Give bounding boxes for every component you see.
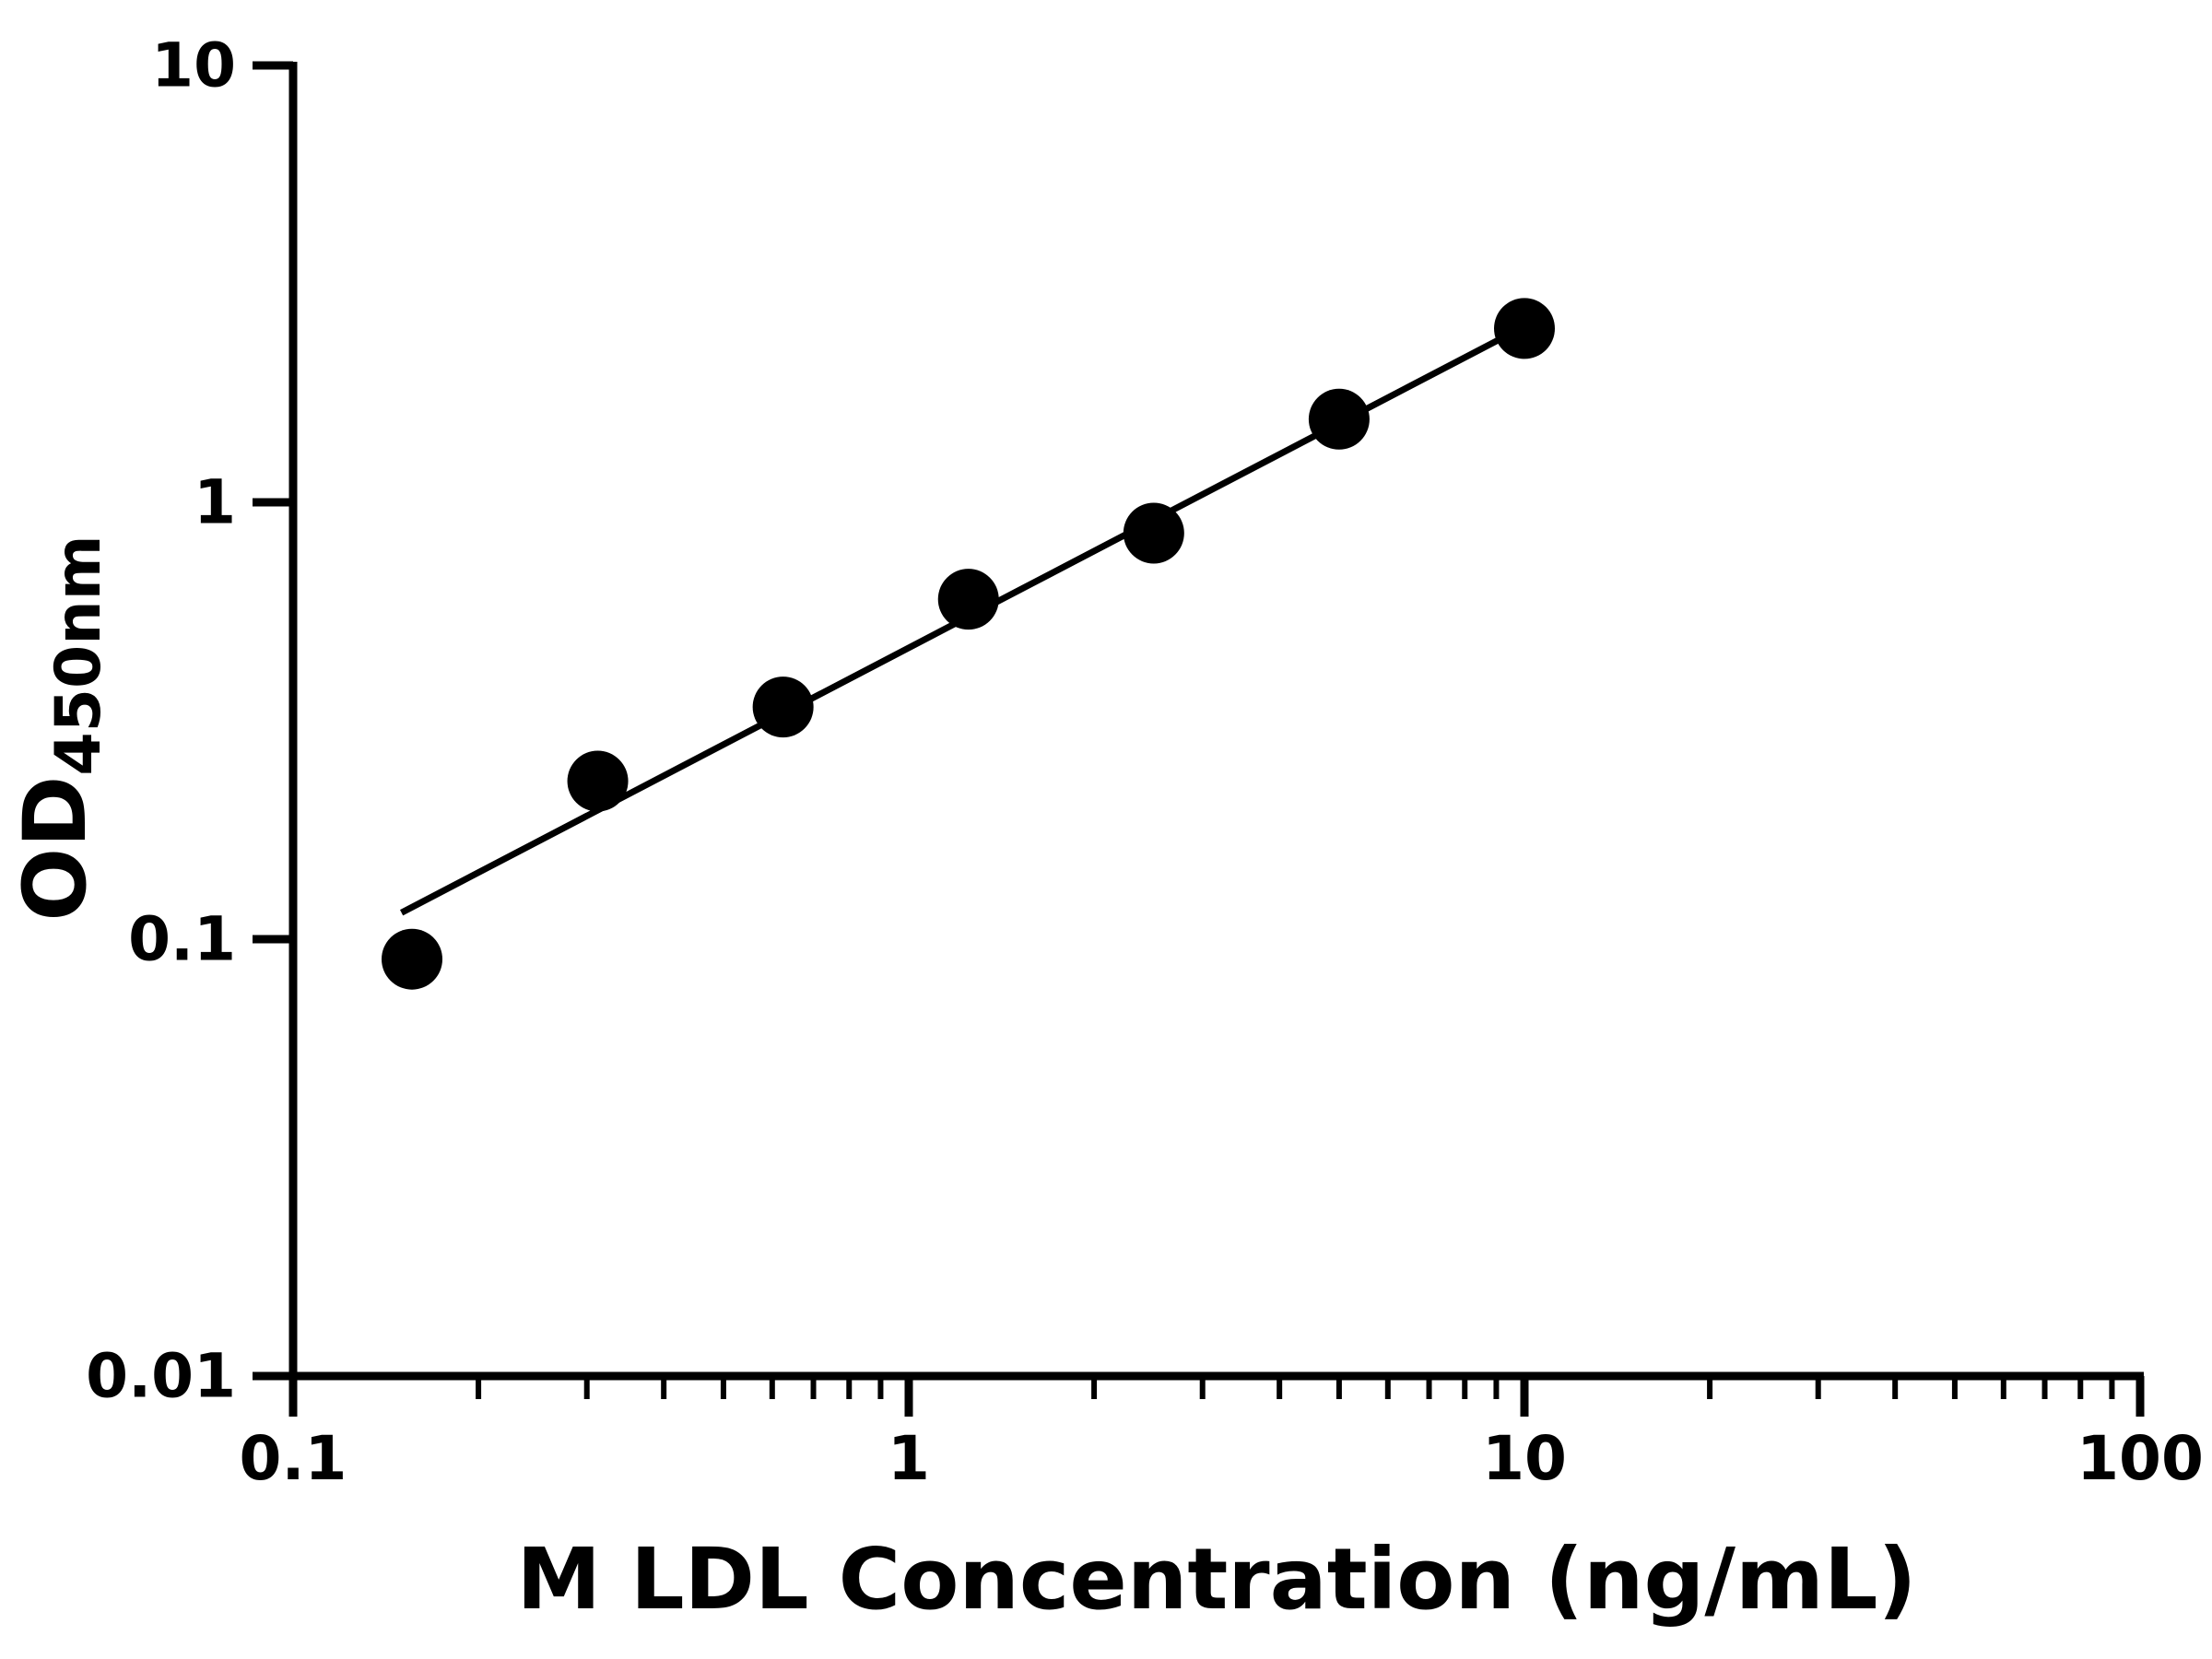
data-point	[1123, 502, 1184, 564]
x-tick-label: 10	[1482, 1423, 1567, 1494]
y-axis-title: OD450nm	[6, 535, 115, 921]
data-point	[1308, 388, 1370, 450]
y-axis-title-subscript: 450nm	[42, 535, 115, 775]
data-point	[1494, 298, 1555, 359]
data-point	[937, 569, 999, 630]
y-axis-title-main: OD	[6, 776, 106, 922]
x-axis-title: M LDL Concentration (ng/mL)	[516, 1530, 1916, 1629]
y-tick-label: 1	[194, 467, 236, 538]
y-tick-label: 0.01	[86, 1341, 236, 1412]
data-point	[752, 677, 814, 738]
y-tick-label: 0.1	[128, 904, 236, 975]
y-tick-label: 10	[151, 30, 236, 101]
x-tick-label: 1	[888, 1423, 930, 1494]
data-point	[382, 928, 443, 990]
x-tick-label: 100	[2077, 1423, 2204, 1494]
data-point	[567, 750, 629, 812]
x-tick-label: 0.1	[240, 1423, 347, 1494]
plot-layer	[382, 298, 1555, 990]
